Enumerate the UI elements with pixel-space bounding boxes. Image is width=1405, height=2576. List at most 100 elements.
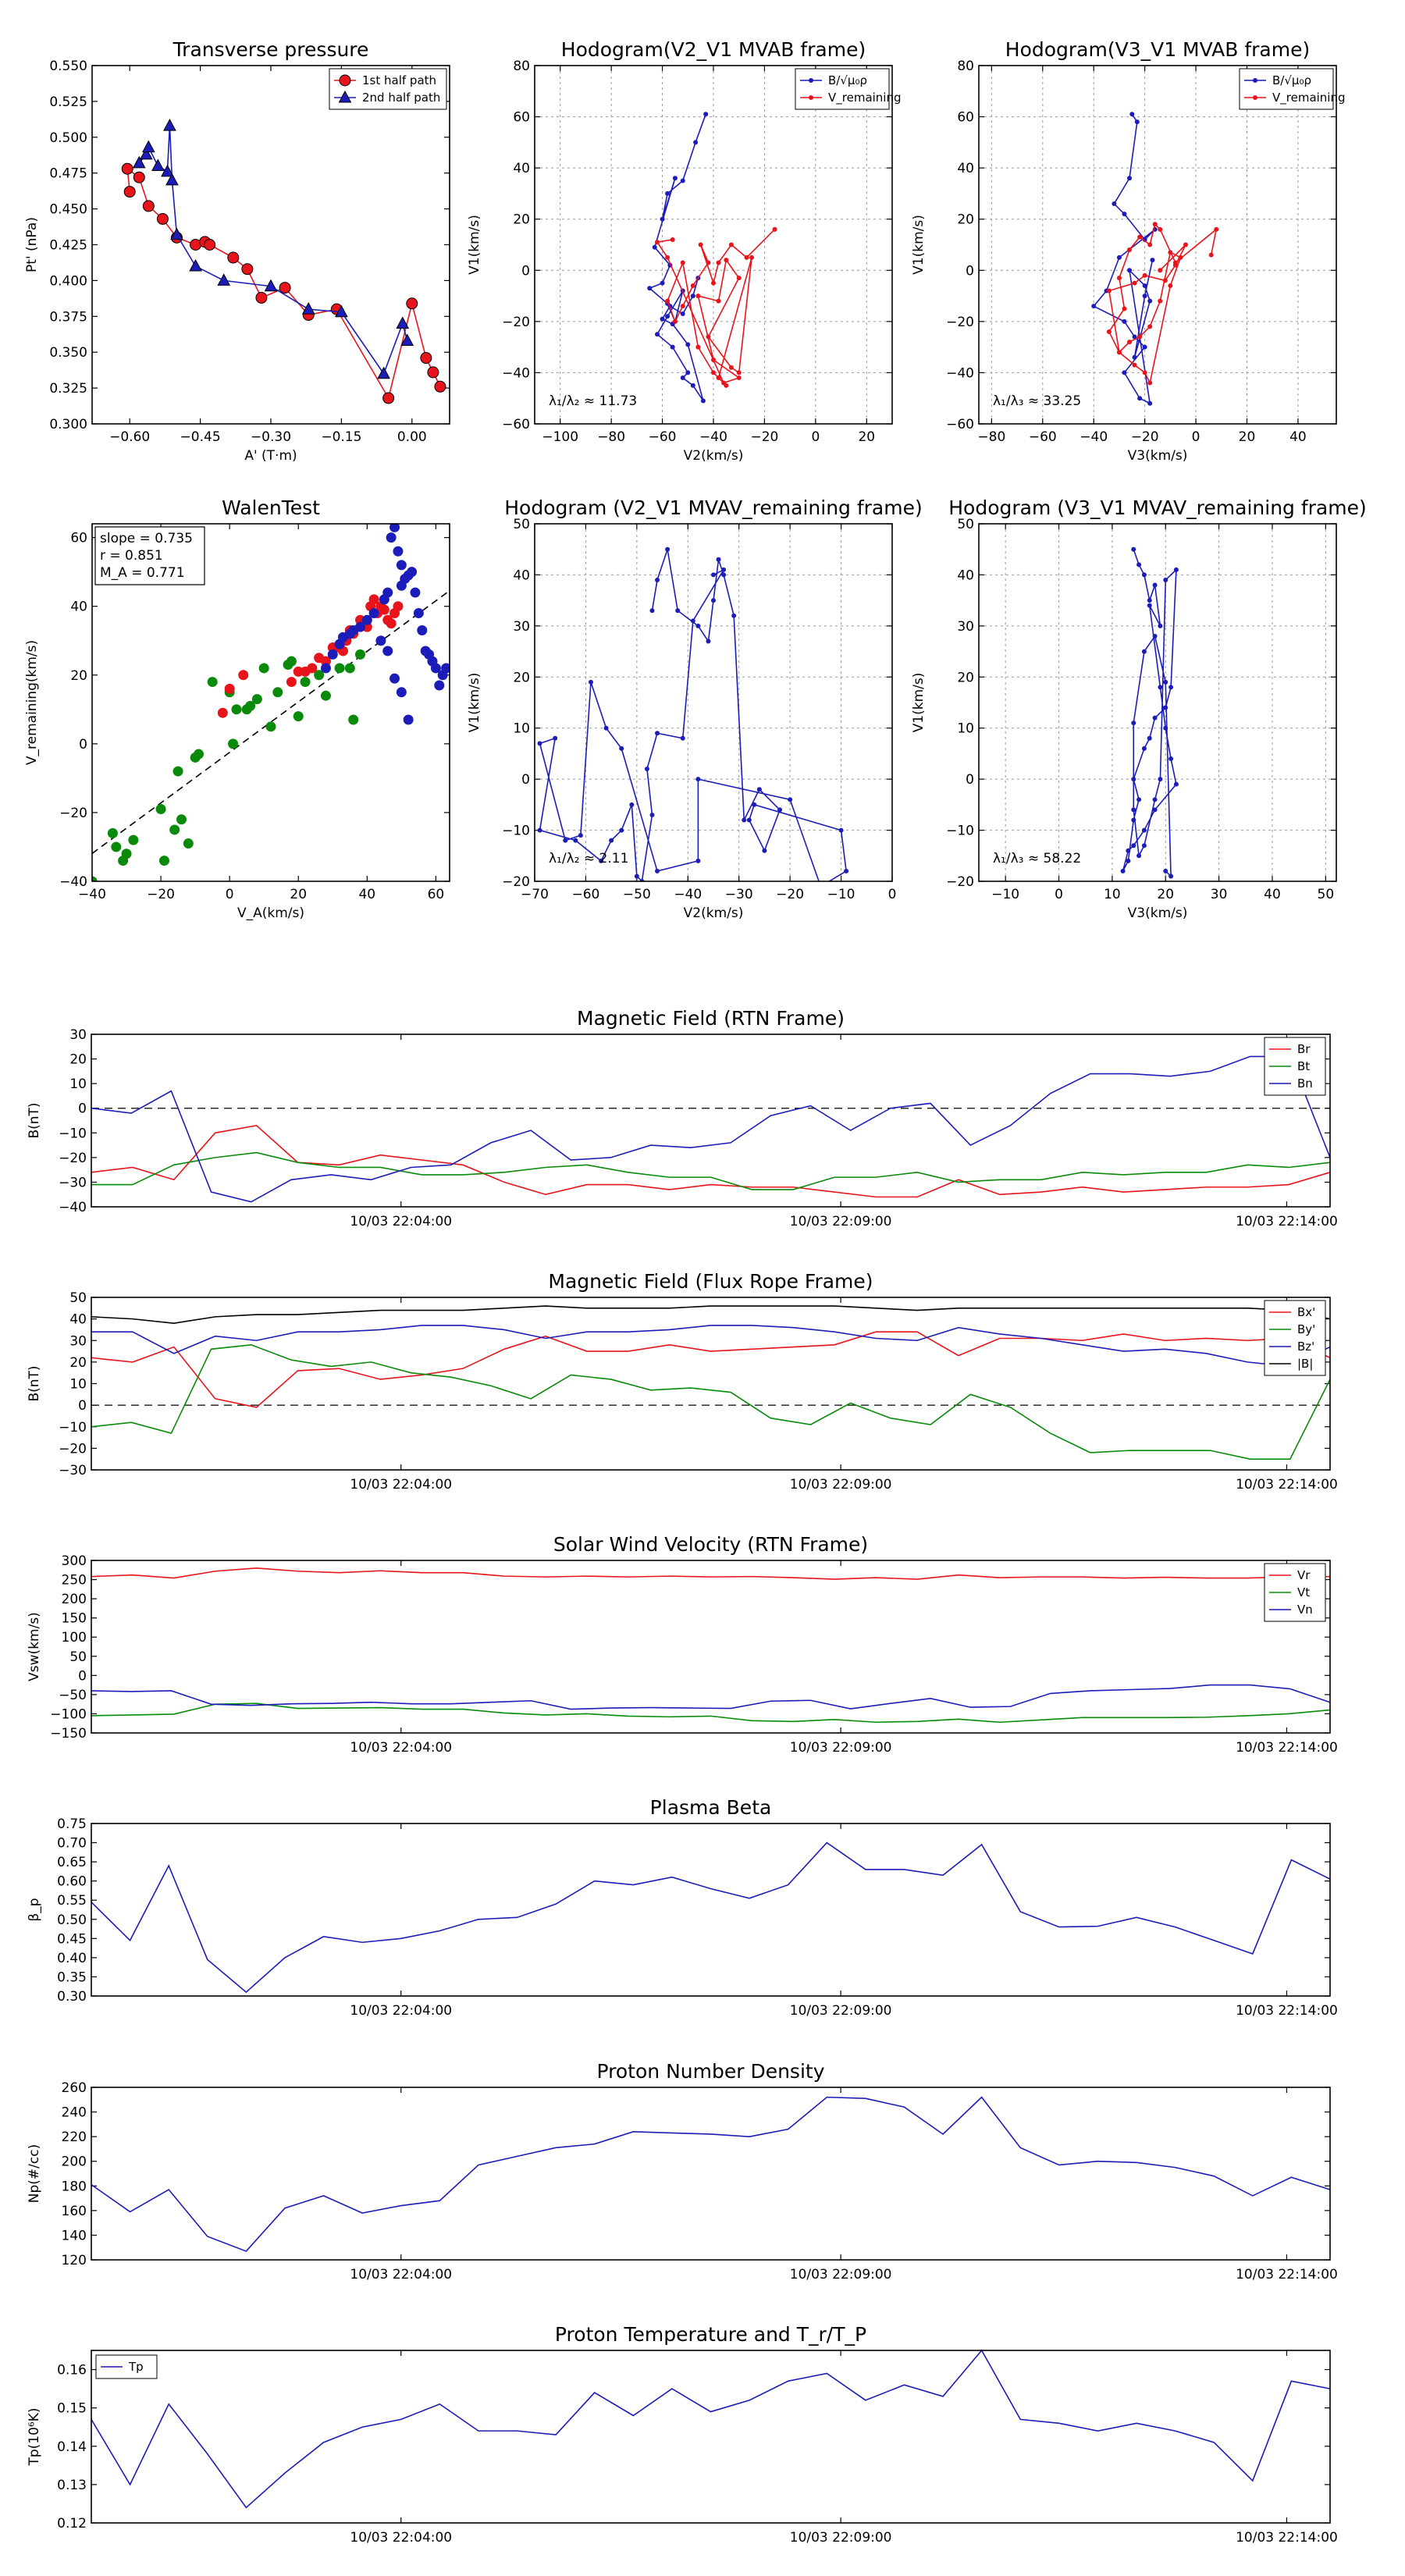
y-tick-label: 50 <box>957 517 974 532</box>
y-tick-label: −60 <box>502 417 530 432</box>
point-V <box>655 868 660 873</box>
point-V <box>711 598 716 603</box>
y-tick-label: 0.35 <box>57 1969 87 1985</box>
point-2nd half path <box>132 155 146 169</box>
y-tick-label: 0.13 <box>57 2478 87 2493</box>
x-tick-label: 10/03 22:04:00 <box>350 1740 452 1756</box>
point-red <box>217 707 228 718</box>
point-B/√μ₀ρ <box>703 112 709 117</box>
plot-frame <box>91 1034 1331 1208</box>
point-green <box>107 827 118 838</box>
x-tick-label: −60 <box>571 887 599 902</box>
plot-frame <box>91 2350 1331 2524</box>
point-V <box>788 797 793 802</box>
y-tick-label: 60 <box>513 110 530 126</box>
point-V_remaining <box>1158 268 1163 273</box>
point-B/√μ₀ρ <box>665 314 670 319</box>
y-tick-label: 60 <box>70 531 87 546</box>
series-line-Vn <box>91 1684 1331 1710</box>
point-green <box>334 663 345 674</box>
series-line-Bt <box>91 1151 1331 1190</box>
point-blue <box>375 635 386 646</box>
x-axis-label: V2(km/s) <box>684 448 744 464</box>
point-2nd half path <box>217 273 231 286</box>
x-tick-label: 10/03 22:09:00 <box>790 1214 892 1229</box>
y-tick-label: 0.60 <box>57 1874 87 1890</box>
point-red <box>379 604 389 615</box>
x-tick-label: 10/03 22:04:00 <box>350 2530 452 2546</box>
y-tick-label: 0.325 <box>49 381 87 397</box>
point-V <box>553 735 558 741</box>
point-1st half path <box>279 282 291 294</box>
point-1st half path <box>142 200 155 212</box>
point-V <box>1152 807 1158 813</box>
y-axis-label: Pt' (nPa) <box>24 217 40 272</box>
point-2nd half path <box>163 119 176 131</box>
x-tick-label: 60 <box>428 887 445 902</box>
point-V <box>563 838 568 843</box>
point-V_remaining <box>736 276 742 281</box>
point-green <box>207 677 218 688</box>
point-B/√μ₀ρ <box>1147 400 1153 406</box>
x-tick-label: 10/03 22:09:00 <box>790 1740 892 1756</box>
y-tick-label: 0.550 <box>49 59 87 74</box>
point-B/√μ₀ρ <box>1134 119 1140 125</box>
series-line-Br <box>91 1124 1331 1198</box>
chart-title: Hodogram(V3_V1 MVAB frame) <box>1005 38 1310 61</box>
legend-label-Vt: Vt <box>1297 1585 1310 1599</box>
y-tick-label: 150 <box>62 1611 87 1627</box>
point-1st half path <box>123 186 136 198</box>
series-line-B/√μ₀ρ <box>648 114 706 401</box>
point-1st half path <box>227 251 240 264</box>
x-tick-label: 10/03 22:04:00 <box>350 2267 452 2282</box>
legend-marker-V_remaining <box>1253 95 1257 100</box>
point-V <box>762 848 767 853</box>
point-V_remaining <box>1127 247 1133 253</box>
y-tick-label: 300 <box>62 1553 87 1569</box>
y-tick-label: 30 <box>957 619 974 635</box>
point-V <box>655 731 660 736</box>
x-tick-label: −20 <box>147 887 175 902</box>
chart-title: Proton Temperature and T_r/T_P <box>555 2323 866 2346</box>
y-tick-label: −60 <box>946 417 974 432</box>
point-V <box>690 618 695 624</box>
point-V <box>752 802 757 807</box>
x-tick-label: −60 <box>649 429 677 445</box>
chart-ts3: −150 −100 −50 0 50 100 150 200 250 300 10/03 22:04… <box>27 1533 1338 1756</box>
x-tick-label: 0 <box>888 887 897 902</box>
data-layer <box>1120 546 1179 879</box>
point-V <box>1152 715 1158 720</box>
y-axis-label: β_p <box>27 1898 42 1921</box>
point-V_remaining <box>1158 298 1163 304</box>
y-tick-label: 0 <box>966 263 974 279</box>
series-line-B/√μ₀ρ <box>1092 113 1156 405</box>
point-green <box>245 700 256 711</box>
legend-box <box>1264 1300 1326 1376</box>
point-V <box>1131 843 1136 849</box>
y-tick-label: 0.350 <box>49 345 87 361</box>
chart-title: Hodogram(V2_V1 MVAB frame) <box>561 38 866 61</box>
point-V_remaining <box>1208 252 1214 258</box>
chart-title: Solar Wind Velocity (RTN Frame) <box>553 1533 868 1556</box>
point-1st half path <box>121 162 133 175</box>
legend-label-1st half path: 1st half path <box>362 73 436 87</box>
x-tick-label: −70 <box>521 887 549 902</box>
point-V <box>665 546 670 552</box>
series-line-Tp <box>91 2349 1331 2509</box>
point-blue <box>430 663 441 674</box>
y-tick-label: −30 <box>59 1175 87 1190</box>
x-tick-label: 10/03 22:14:00 <box>1236 2530 1338 2546</box>
point-V <box>706 639 711 644</box>
legend-label-Bt: Bt <box>1297 1059 1310 1073</box>
point-red <box>386 618 397 629</box>
y-axis-label: B(nT) <box>27 1365 42 1401</box>
y-tick-label: −40 <box>946 365 974 381</box>
point-V <box>644 767 649 772</box>
y-tick-label: 20 <box>957 212 974 228</box>
point-V <box>1131 546 1136 552</box>
x-tick-label: −0.45 <box>180 429 221 445</box>
point-green <box>258 663 269 674</box>
y-tick-label: 240 <box>62 2105 87 2121</box>
point-V <box>1141 649 1147 654</box>
y-tick-label: 0.40 <box>57 1951 87 1966</box>
